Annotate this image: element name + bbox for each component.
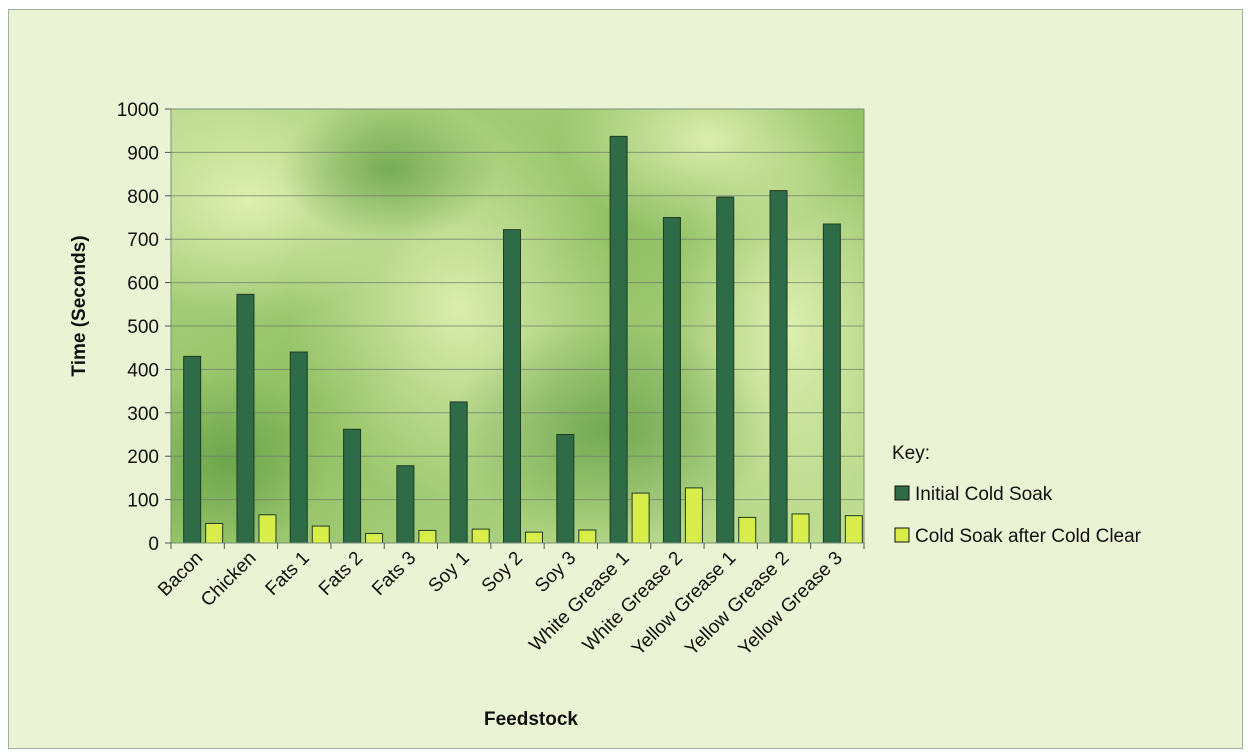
- bar-initial-cold-soak-white-grease-2: [662, 217, 681, 544]
- bar-initial-cold-soak-soy-3: [556, 434, 575, 544]
- y-tick-label: 700: [127, 230, 159, 251]
- bar-initial-cold-soak-fats-3: [396, 465, 415, 544]
- bar-initial-cold-soak-yellow-grease-1: [716, 196, 735, 544]
- y-tick-label: 800: [127, 187, 159, 208]
- bar-cold-soak-after-cold-clear-fats-2: [365, 532, 384, 544]
- bar-initial-cold-soak-yellow-grease-2: [769, 190, 788, 544]
- x-axis-title: Feedstock: [484, 709, 578, 730]
- y-tick-label: 300: [127, 404, 159, 425]
- y-tick-label: 0: [148, 534, 159, 555]
- bar-chart: 0 100 200 300 400 500 600 700 800 900 1000 BaconCh…: [69, 100, 1142, 730]
- y-tick-label: 900: [127, 143, 159, 164]
- x-tick-label-soy-3: Soy 3: [531, 548, 580, 597]
- y-tick-label: 100: [127, 491, 159, 512]
- x-tick-label-fats-2: Fats 2: [315, 548, 367, 600]
- legend: Key: Initial Cold Soak Cold Soak after C…: [892, 443, 1142, 547]
- bar-cold-soak-after-cold-clear-soy-1: [471, 528, 490, 544]
- bar-cold-soak-after-cold-clear-fats-1: [311, 525, 330, 544]
- y-tick-label: 400: [127, 360, 159, 381]
- bar-initial-cold-soak-soy-1: [449, 401, 468, 544]
- bar-initial-cold-soak-soy-2: [503, 229, 521, 544]
- bar-cold-soak-after-cold-clear-bacon: [205, 522, 224, 544]
- x-tick-label-fats-1: Fats 1: [262, 548, 314, 600]
- legend-label-cold-soak-after-cold-clear: Cold Soak after Cold Clear: [915, 526, 1142, 547]
- chart-frame: 0 100 200 300 400 500 600 700 800 900 1000 Bacon Ch…: [8, 9, 1243, 749]
- x-tick-label-soy-1: Soy 1: [425, 548, 474, 597]
- bar-cold-soak-after-cold-clear-chicken: [258, 514, 277, 544]
- y-tick-label: 200: [127, 447, 159, 468]
- x-tick-label-chicken: Chicken: [197, 548, 260, 611]
- bar-cold-soak-after-cold-clear-soy-2: [525, 531, 543, 544]
- bar-initial-cold-soak-chicken: [236, 293, 255, 544]
- bar-cold-soak-after-cold-clear-white-grease-2: [684, 487, 703, 544]
- bars: [183, 135, 863, 544]
- y-tick-label: 1000: [117, 100, 159, 121]
- bar-initial-cold-soak-yellow-grease-3: [822, 223, 841, 544]
- bar-initial-cold-soak-fats-2: [343, 428, 362, 544]
- bar-cold-soak-after-cold-clear-yellow-grease-1: [738, 516, 757, 544]
- legend-swatch-initial-cold-soak: [894, 485, 910, 501]
- bar-cold-soak-after-cold-clear-yellow-grease-3: [844, 515, 863, 544]
- y-axis-title: Time (Seconds): [69, 235, 90, 376]
- bar-cold-soak-after-cold-clear-soy-3: [578, 529, 597, 544]
- legend-title: Key:: [892, 443, 930, 464]
- y-axis-ticks: 0 100 200 300 400 500 600 700 800 900 1000: [117, 100, 171, 555]
- bar-cold-soak-after-cold-clear-yellow-grease-2: [791, 513, 810, 544]
- x-tick-label-bacon: Bacon: [154, 548, 207, 601]
- legend-label-initial-cold-soak: Initial Cold Soak: [915, 484, 1053, 505]
- bar-initial-cold-soak-bacon: [183, 355, 202, 544]
- legend-swatch-cold-soak-after-cold-clear: [894, 527, 910, 543]
- bar-initial-cold-soak-white-grease-1: [609, 135, 628, 544]
- bar-cold-soak-after-cold-clear-fats-3: [418, 529, 437, 544]
- y-tick-label: 500: [127, 317, 159, 338]
- y-tick-label: 600: [127, 274, 159, 295]
- bar-initial-cold-soak-fats-1: [289, 351, 308, 544]
- x-tick-label-soy-2: Soy 2: [478, 548, 527, 597]
- bar-cold-soak-after-cold-clear-white-grease-1: [631, 492, 650, 544]
- x-tick-label-fats-3: Fats 3: [368, 548, 420, 600]
